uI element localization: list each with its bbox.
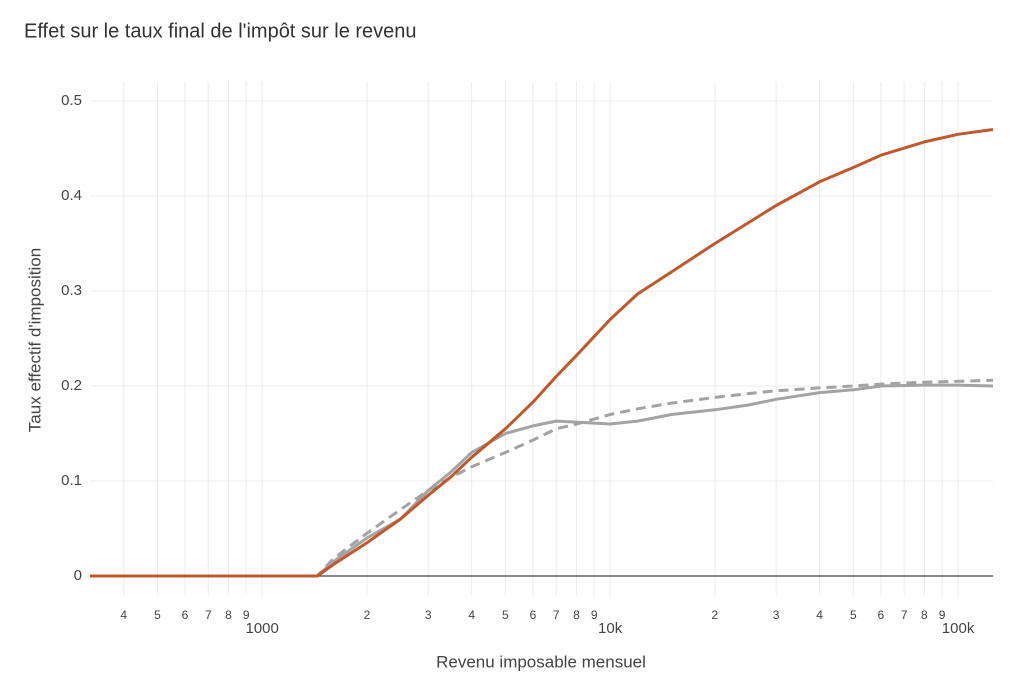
x-tick-label: 10k [598, 620, 623, 637]
x-tick-label: 1000 [245, 620, 278, 637]
x-tick-label: 6 [530, 608, 537, 622]
x-axis-label: Revenu imposable mensuel [436, 652, 646, 671]
x-tick-label: 7 [901, 608, 908, 622]
y-tick-label: 0.2 [61, 377, 82, 394]
data-line [90, 128, 994, 578]
x-tick-label: 8 [225, 608, 232, 622]
x-tick-label: 8 [573, 608, 580, 622]
x-tick-label: 9 [243, 608, 250, 622]
x-tick-label: 4 [816, 608, 823, 622]
x-tick-label: 5 [850, 608, 857, 622]
x-tick-label: 5 [502, 608, 509, 622]
x-tick-label: 2 [364, 608, 371, 622]
y-tick-label: 0.1 [61, 472, 82, 489]
x-tick-label: 7 [205, 608, 212, 622]
x-tick-label: 4 [120, 608, 127, 622]
y-tick-label: 0.4 [61, 187, 82, 204]
x-tick-label: 6 [878, 608, 885, 622]
x-tick-label: 3 [425, 608, 432, 622]
y-tick-label: 0.3 [61, 282, 82, 299]
x-tick-label: 8 [921, 608, 928, 622]
x-tick-label: 2 [712, 608, 719, 622]
x-tick-label: 6 [182, 608, 189, 622]
data-line [90, 378, 994, 578]
chart-title: Effet sur le taux final de l'impôt sur l… [24, 20, 417, 42]
x-tick-label: 4 [468, 608, 475, 622]
x-tick-label: 9 [591, 608, 598, 622]
x-tick-label: 7 [553, 608, 560, 622]
y-tick-label: 0 [74, 567, 82, 584]
x-tick-label: 100k [942, 620, 975, 637]
data-line [90, 383, 994, 578]
y-axis-label: Taux effectif d'imposition [25, 248, 44, 432]
y-tick-label: 0.5 [61, 92, 82, 109]
x-tick-label: 9 [939, 608, 946, 622]
x-tick-label: 3 [773, 608, 780, 622]
x-tick-label: 5 [154, 608, 161, 622]
